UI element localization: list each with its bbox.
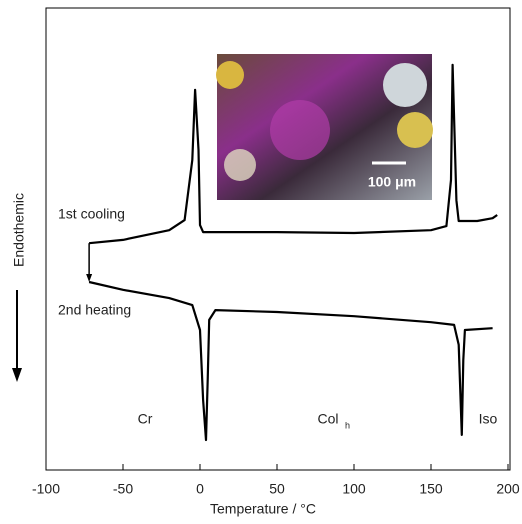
x-axis-label: Temperature / °C (210, 501, 316, 517)
series-line (88, 280, 493, 442)
photo-texture (397, 112, 433, 148)
phase-subscript: h (345, 420, 350, 430)
photo-texture (224, 149, 256, 181)
y-axis-label: Endothemic (11, 193, 27, 267)
x-tick-label: -50 (113, 481, 133, 497)
series-line (88, 63, 498, 245)
micrograph: 100 μm (216, 54, 433, 200)
phase-label: Col (317, 411, 338, 427)
plot-frame (45, 7, 511, 471)
x-tick-label: 50 (269, 481, 285, 497)
x-tick-label: 150 (419, 481, 443, 497)
photo-texture (270, 100, 330, 160)
series-label: 1st cooling (58, 206, 125, 222)
photo-texture (216, 61, 244, 89)
scale-label: 100 μm (368, 174, 416, 190)
series-label: 2nd heating (58, 302, 131, 318)
phase-label: Cr (138, 411, 153, 427)
phase-label: Iso (479, 411, 498, 427)
x-tick-label: 200 (496, 481, 520, 497)
y-arrowhead (12, 368, 22, 382)
transition-arrowhead (86, 273, 93, 282)
x-tick-label: 100 (342, 481, 366, 497)
x-tick-label: 0 (196, 481, 204, 497)
x-tick-label: -100 (32, 481, 60, 497)
photo-texture (383, 63, 427, 107)
